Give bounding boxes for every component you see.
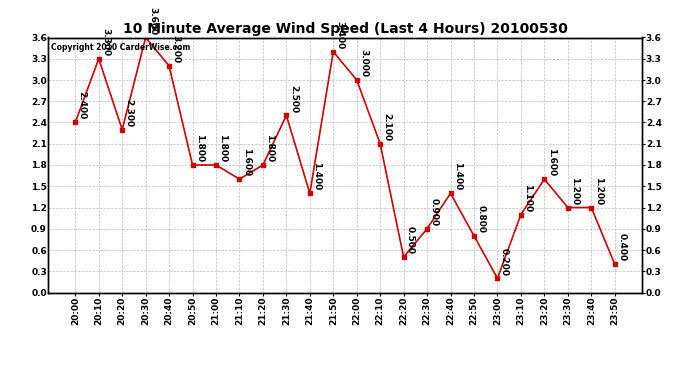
Text: 3.000: 3.000 xyxy=(359,49,368,77)
Text: 1.400: 1.400 xyxy=(313,162,322,190)
Text: 3.300: 3.300 xyxy=(101,28,110,56)
Text: 0.900: 0.900 xyxy=(430,198,439,226)
Text: 1.800: 1.800 xyxy=(195,134,204,162)
Text: 2.100: 2.100 xyxy=(383,113,392,141)
Text: 2.500: 2.500 xyxy=(289,84,298,112)
Text: 1.400: 1.400 xyxy=(453,162,462,190)
Text: 2.300: 2.300 xyxy=(125,99,134,127)
Text: 0.800: 0.800 xyxy=(476,205,486,233)
Text: 1.800: 1.800 xyxy=(266,134,275,162)
Text: 3.400: 3.400 xyxy=(336,21,345,49)
Text: 3.200: 3.200 xyxy=(172,35,181,63)
Text: 1.600: 1.600 xyxy=(242,148,251,176)
Text: 3.600: 3.600 xyxy=(148,7,157,35)
Text: 1.600: 1.600 xyxy=(546,148,556,176)
Text: 0.200: 0.200 xyxy=(500,248,509,276)
Text: 0.500: 0.500 xyxy=(406,226,415,254)
Text: 0.400: 0.400 xyxy=(617,233,626,261)
Text: 1.200: 1.200 xyxy=(593,177,603,205)
Text: 1.100: 1.100 xyxy=(523,184,533,212)
Text: 1.800: 1.800 xyxy=(219,134,228,162)
Text: Copyright 2010 CarderWise.com: Copyright 2010 CarderWise.com xyxy=(51,43,190,52)
Text: 2.400: 2.400 xyxy=(78,92,87,120)
Text: 1.200: 1.200 xyxy=(570,177,580,205)
Title: 10 Minute Average Wind Speed (Last 4 Hours) 20100530: 10 Minute Average Wind Speed (Last 4 Hou… xyxy=(123,22,567,36)
